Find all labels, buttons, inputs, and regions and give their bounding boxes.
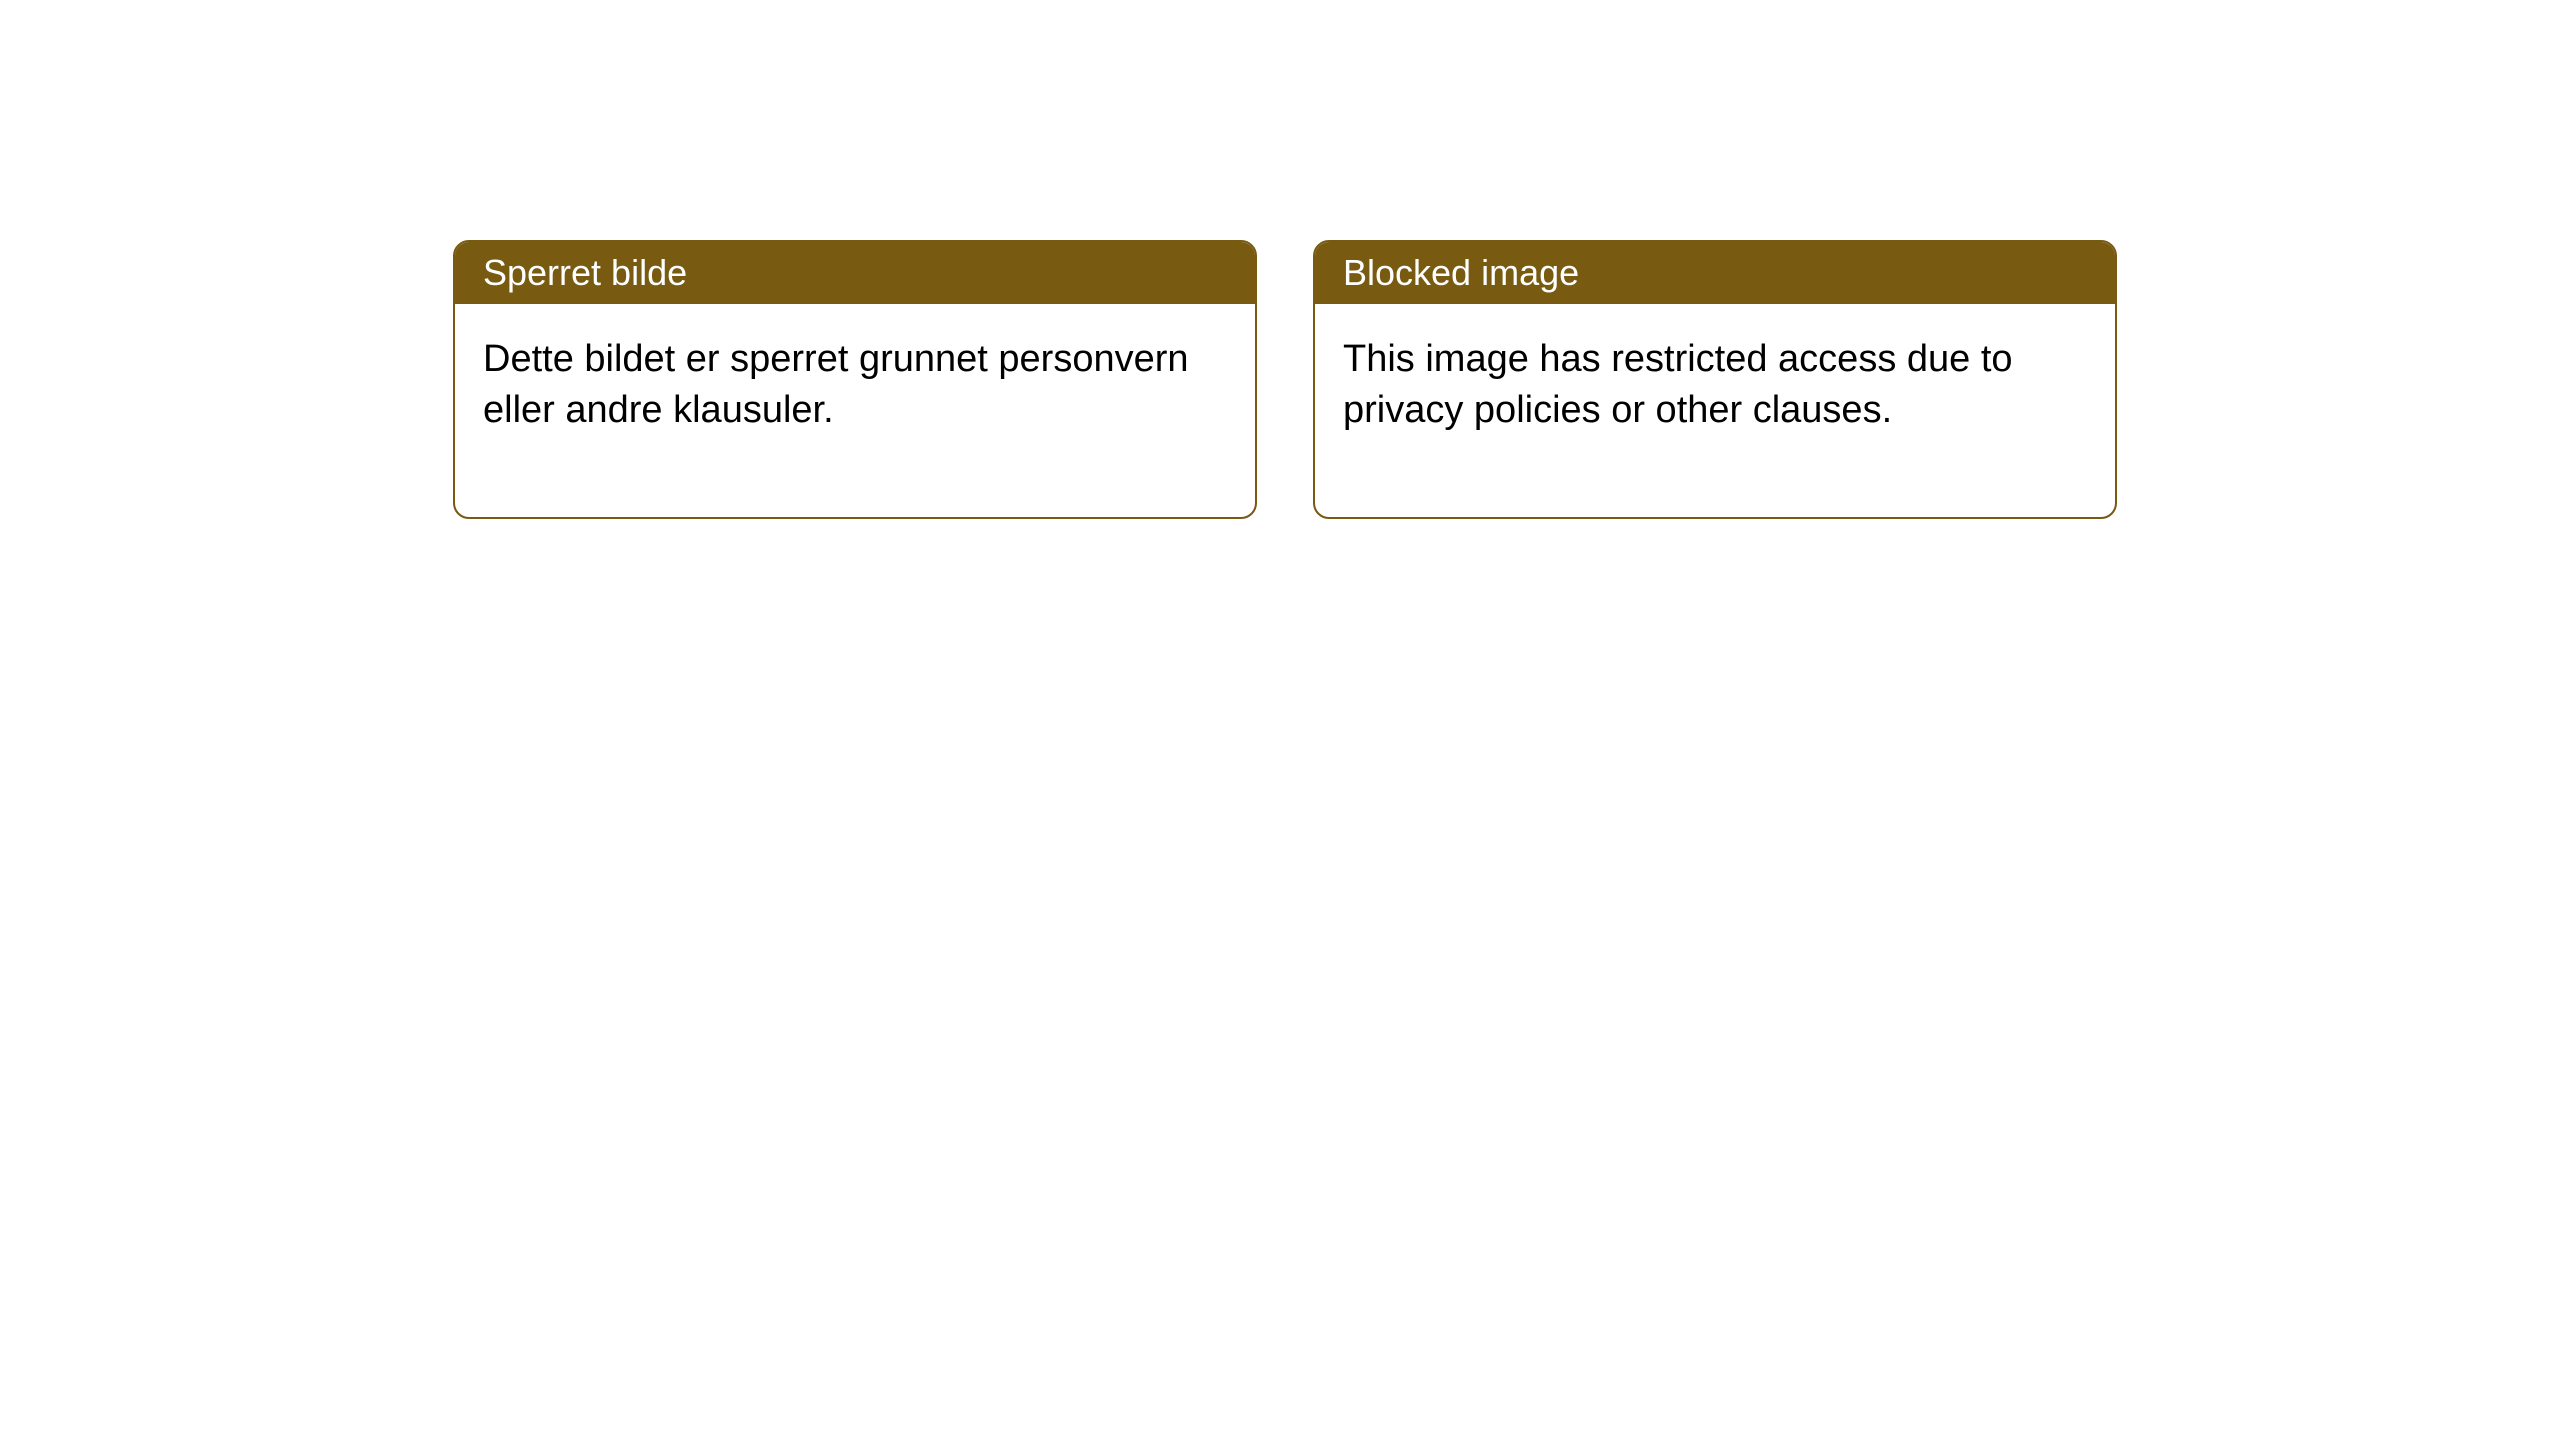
notice-body-norwegian: Dette bildet er sperret grunnet personve… (455, 304, 1255, 517)
notice-body-english: This image has restricted access due to … (1315, 304, 2115, 517)
notice-text-english: This image has restricted access due to … (1343, 338, 2013, 431)
notice-header-norwegian: Sperret bilde (455, 242, 1255, 304)
notice-text-norwegian: Dette bildet er sperret grunnet personve… (483, 338, 1189, 431)
notice-header-english: Blocked image (1315, 242, 2115, 304)
notice-card-english: Blocked image This image has restricted … (1313, 240, 2117, 519)
notice-title-english: Blocked image (1343, 252, 1579, 293)
notice-card-norwegian: Sperret bilde Dette bildet er sperret gr… (453, 240, 1257, 519)
notice-title-norwegian: Sperret bilde (483, 252, 687, 293)
notice-container: Sperret bilde Dette bildet er sperret gr… (0, 0, 2560, 519)
